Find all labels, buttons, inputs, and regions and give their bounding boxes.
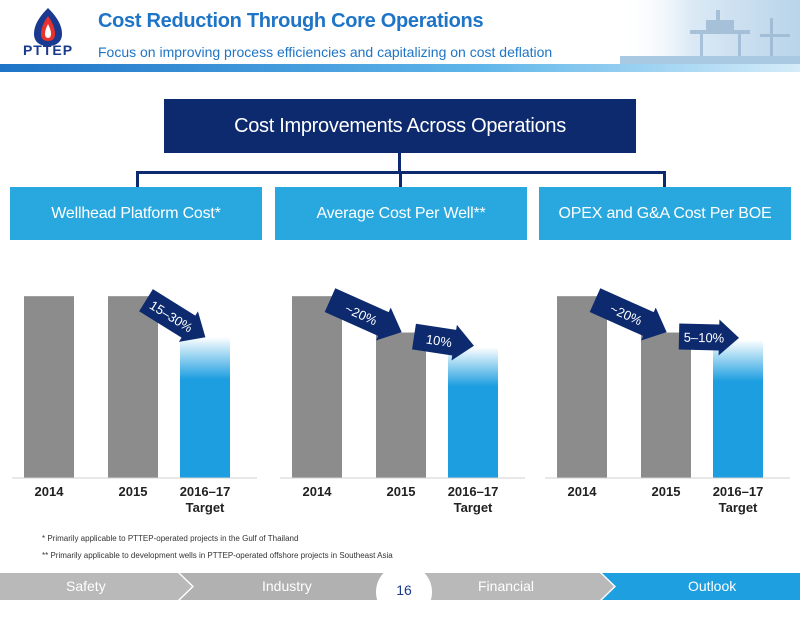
tick-label: 2014 <box>568 484 598 499</box>
reduction-arrow: ~20% <box>589 288 667 341</box>
pttep-logo <box>34 8 62 46</box>
nav-item-industry[interactable]: Industry <box>262 578 312 594</box>
nav-item-safety[interactable]: Safety <box>66 578 106 594</box>
reduction-arrow: 10% <box>412 323 474 361</box>
reduction-label: 10% <box>425 331 453 350</box>
nav-item-financial[interactable]: Financial <box>478 578 535 594</box>
bar-2014 <box>24 296 74 478</box>
bar-2015 <box>108 296 158 478</box>
tick-label: 2016–17 <box>713 484 764 499</box>
bar-2014 <box>292 296 342 478</box>
nav-segment-outlook[interactable] <box>602 573 800 600</box>
connector-middle <box>399 171 402 187</box>
bar-2016–17 <box>448 347 498 478</box>
tick-label: Target <box>719 500 758 515</box>
bar-2014 <box>557 296 607 478</box>
bar-2015 <box>376 332 426 478</box>
bar-2015 <box>641 332 691 478</box>
page-subtitle: Focus on improving process efficiencies … <box>98 44 553 60</box>
tick-label: 2014 <box>35 484 65 499</box>
reduction-label: 5–10% <box>684 330 725 346</box>
page-title: Cost Reduction Through Core Operations <box>98 10 484 32</box>
footnote-single-asterisk: * Primarily applicable to PTTEP-operated… <box>42 534 299 543</box>
tick-label: Target <box>186 500 225 515</box>
tick-label: 2014 <box>303 484 333 499</box>
tick-label: 2015 <box>652 484 681 499</box>
tick-label: 2015 <box>119 484 148 499</box>
footnote-double-asterisk: ** Primarily applicable to development w… <box>42 551 393 560</box>
category-average-cost-per-well: Average Cost Per Well** <box>275 187 527 240</box>
header-rule <box>0 64 800 72</box>
connector-right <box>663 171 666 187</box>
connector-vertical-main <box>398 153 401 173</box>
section-nav-bar <box>0 573 800 600</box>
tick-label: 2016–17 <box>180 484 231 499</box>
tick-label: 2016–17 <box>448 484 499 499</box>
tick-label: Target <box>454 500 493 515</box>
nav-segment-safety[interactable] <box>0 573 192 600</box>
cost-improvements-box: Cost Improvements Across Operations <box>164 99 636 153</box>
page-number: 16 <box>396 582 412 598</box>
category-opex-ga-cost-per-boe: OPEX and G&A Cost Per BOE <box>539 187 791 240</box>
reduction-arrow: 5–10% <box>678 319 739 356</box>
nav-segment-industry[interactable] <box>180 573 410 600</box>
connector-left <box>136 171 139 187</box>
offshore-platform-art <box>620 0 800 66</box>
bar-2016–17 <box>180 337 230 478</box>
nav-item-outlook[interactable]: Outlook <box>688 578 737 594</box>
tick-label: 2015 <box>387 484 416 499</box>
logo-text: PTTEP <box>22 42 74 58</box>
nav-segment-financial[interactable] <box>398 573 614 600</box>
category-wellhead-platform-cost: Wellhead Platform Cost* <box>10 187 262 240</box>
bar-2016–17 <box>713 339 763 478</box>
